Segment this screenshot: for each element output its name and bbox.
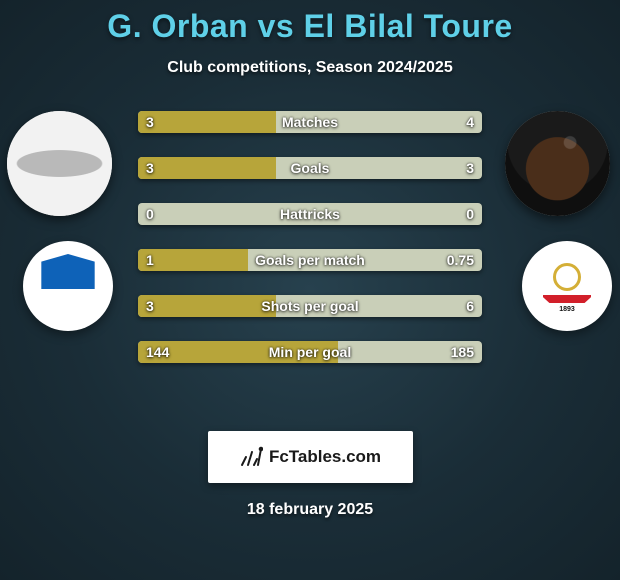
placeholder-silhouette-icon	[7, 111, 112, 216]
snapshot-date: 18 february 2025	[0, 501, 620, 519]
hoffenheim-shield-icon	[39, 254, 97, 318]
stat-row: 34Matches	[138, 111, 482, 133]
stat-value-left: 1	[146, 252, 154, 268]
stat-fill-left	[138, 249, 248, 271]
club-left-crest	[23, 241, 113, 331]
stat-fill-left	[138, 111, 276, 133]
stat-row: 10.75Goals per match	[138, 249, 482, 271]
stat-value-left: 0	[146, 206, 154, 222]
stat-label: Hattricks	[138, 206, 482, 222]
stat-row: 33Goals	[138, 157, 482, 179]
stat-fill-left	[138, 295, 276, 317]
brand-text: FcTables.com	[269, 447, 381, 467]
player-right-avatar	[505, 111, 610, 216]
stat-value-right: 185	[451, 344, 474, 360]
stat-fill-left	[138, 157, 276, 179]
stat-value-right: 0	[466, 206, 474, 222]
stat-value-left: 3	[146, 298, 154, 314]
fctables-logo-icon	[239, 445, 263, 469]
season-subtitle: Club competitions, Season 2024/2025	[0, 59, 620, 77]
stat-value-right: 0.75	[447, 252, 474, 268]
comparison-panel: 1893 34Matches33Goals00Hattricks10.75Goa…	[0, 111, 620, 411]
page-title: G. Orban vs El Bilal Toure	[0, 0, 620, 45]
stat-value-left: 144	[146, 344, 169, 360]
club-right-crest: 1893	[522, 241, 612, 331]
stat-bars: 34Matches33Goals00Hattricks10.75Goals pe…	[138, 111, 482, 363]
stat-value-right: 3	[466, 160, 474, 176]
stat-value-right: 6	[466, 298, 474, 314]
stat-row: 144185Min per goal	[138, 341, 482, 363]
stat-row: 0 0Hattricks	[138, 203, 482, 225]
vfb-shield-icon: 1893	[537, 253, 597, 319]
player-left-avatar	[7, 111, 112, 216]
player-photo-icon	[505, 111, 610, 216]
stat-row: 36Shots per goal	[138, 295, 482, 317]
stat-value-left: 3	[146, 114, 154, 130]
stat-value-right: 4	[466, 114, 474, 130]
stat-value-left: 3	[146, 160, 154, 176]
brand-badge: FcTables.com	[208, 431, 413, 483]
